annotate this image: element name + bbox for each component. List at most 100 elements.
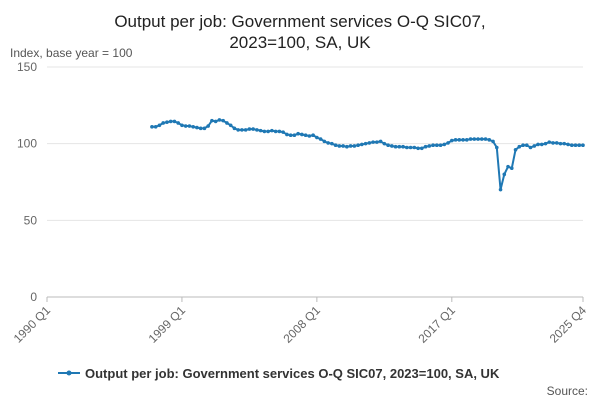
data-point (315, 135, 319, 140)
data-point (569, 143, 574, 147)
data-point (517, 144, 522, 149)
data-point (180, 123, 184, 128)
data-point (558, 141, 563, 146)
data-point (457, 138, 462, 142)
data-point (431, 143, 435, 147)
data-point (461, 138, 465, 142)
data-point (217, 118, 222, 122)
data-point (382, 141, 387, 146)
data-point (416, 146, 420, 151)
data-point (326, 141, 330, 145)
x-tick-label: 2008 Q1 (281, 303, 324, 346)
y-tick-label: 100 (17, 137, 37, 151)
data-point (247, 127, 252, 131)
data-point (494, 145, 499, 150)
data-point (509, 166, 514, 170)
data-point (363, 141, 368, 146)
data-point (450, 138, 454, 143)
legend-label: Output per job: Government services O-Q … (85, 366, 500, 381)
data-point (195, 125, 199, 130)
data-point (539, 142, 544, 147)
data-point (506, 164, 510, 169)
data-point (240, 128, 244, 132)
data-point (551, 141, 555, 145)
data-point (270, 128, 274, 133)
x-tick-label: 2017 Q1 (415, 303, 458, 346)
data-point (405, 145, 409, 150)
data-point (348, 144, 353, 148)
data-point (251, 127, 255, 131)
chart-title: 2023=100, SA, UK (229, 33, 371, 52)
data-point (352, 144, 357, 148)
data-point (513, 148, 518, 152)
data-point (386, 143, 390, 147)
data-point (401, 144, 405, 149)
data-point (281, 130, 285, 134)
data-point (487, 138, 492, 142)
y-axis-label: Index, base year = 100 (10, 46, 133, 60)
data-point (435, 143, 439, 147)
y-tick-label: 0 (30, 290, 37, 304)
legend-marker (66, 370, 72, 376)
data-point (161, 121, 165, 125)
data-point (157, 123, 162, 128)
data-point (318, 137, 323, 141)
data-point (375, 140, 379, 144)
chart-title: Output per job: Government services O-Q … (114, 12, 485, 31)
data-point (521, 143, 525, 147)
data-point (536, 142, 540, 147)
data-point (210, 118, 214, 123)
data-point (213, 119, 218, 124)
data-point (476, 137, 480, 141)
data-point (566, 142, 570, 147)
data-point (300, 132, 304, 137)
data-point (360, 142, 364, 147)
data-point (232, 126, 237, 131)
data-point (345, 144, 349, 149)
data-point (554, 141, 559, 145)
data-point (266, 129, 270, 134)
data-point (202, 126, 207, 131)
data-point (236, 128, 240, 132)
data-point (577, 143, 582, 147)
data-point (258, 128, 263, 133)
data-point (337, 144, 342, 148)
data-point (547, 140, 552, 144)
data-point (307, 134, 312, 138)
data-point (397, 144, 402, 149)
series-line (151, 118, 583, 190)
data-point (453, 138, 458, 142)
data-point (333, 143, 338, 147)
data-point (341, 144, 345, 148)
data-point (427, 144, 432, 148)
y-tick-label: 50 (24, 213, 38, 227)
data-point (465, 138, 469, 142)
x-tick-label: 1990 Q1 (11, 303, 54, 346)
data-point (472, 137, 477, 141)
data-point (412, 145, 417, 150)
data-point (367, 141, 372, 145)
x-tick-label: 2025 Q4 (547, 303, 590, 346)
data-point (255, 128, 259, 132)
data-point (172, 119, 177, 124)
data-point (356, 143, 360, 147)
data-point (390, 144, 394, 148)
data-point (296, 131, 300, 136)
data-point (581, 143, 585, 147)
data-point (198, 126, 203, 131)
data-point (277, 129, 282, 134)
data-point (168, 119, 173, 124)
data-point (303, 133, 308, 138)
data-point (165, 120, 169, 124)
data-point (311, 133, 315, 138)
data-point (206, 124, 210, 128)
data-point (562, 141, 567, 146)
data-point (221, 118, 225, 123)
data-point (288, 133, 293, 138)
data-point (446, 141, 450, 145)
data-point (228, 123, 233, 128)
data-point (183, 124, 188, 128)
data-point (468, 137, 473, 141)
data-point (393, 144, 398, 149)
